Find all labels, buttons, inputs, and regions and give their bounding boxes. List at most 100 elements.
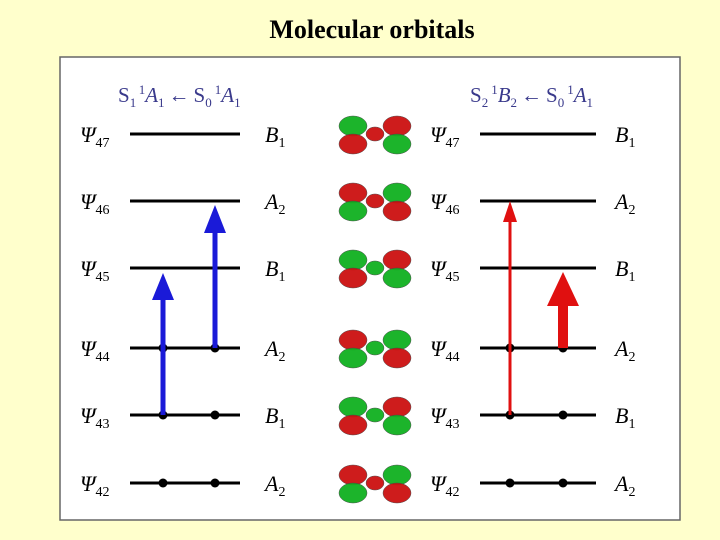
- orbital-lobe: [338, 464, 368, 486]
- symmetry: A: [613, 336, 629, 361]
- symmetry-label: B1: [265, 403, 285, 432]
- psi: Ψ: [430, 189, 448, 214]
- symmetry-label: B1: [615, 122, 635, 151]
- symmetry-label: B1: [265, 122, 285, 151]
- symmetry-index: 1: [278, 417, 285, 432]
- orbital-label: Ψ47: [80, 122, 109, 151]
- orbital-lobe: [338, 482, 368, 504]
- electron: [210, 478, 220, 488]
- orbital-number: 47: [445, 136, 459, 151]
- psi: Ψ: [80, 256, 98, 281]
- symmetry: A: [263, 189, 279, 214]
- symmetry: B: [265, 403, 278, 428]
- symmetry: A: [613, 471, 629, 496]
- symmetry: B: [265, 122, 278, 147]
- orbital-number: 42: [95, 485, 109, 500]
- symmetry-index: 1: [278, 136, 285, 151]
- orbital-number: 45: [445, 270, 459, 285]
- orbital-images: [338, 115, 412, 504]
- orbital-label: Ψ42: [80, 471, 109, 500]
- orbital-lobe: [338, 347, 368, 369]
- orbital-lobe: [338, 329, 368, 351]
- symmetry-label: A2: [263, 336, 285, 365]
- orbital-number: 47: [95, 136, 109, 151]
- symmetry-index: 2: [628, 350, 635, 365]
- orbital-lobe: [338, 115, 368, 137]
- symmetry-label: A2: [613, 471, 635, 500]
- symmetry-label: A2: [263, 189, 285, 218]
- psi: Ψ: [430, 336, 448, 361]
- symmetry-index: 2: [278, 350, 285, 365]
- orbital-lobe: [382, 182, 412, 204]
- orbital-number: 46: [445, 203, 459, 218]
- orbital-number: 45: [95, 270, 109, 285]
- orbital-number: 46: [95, 203, 109, 218]
- symmetry-label: A2: [613, 336, 635, 365]
- orbital-lobe: [365, 340, 385, 356]
- transitions: [152, 201, 579, 415]
- symmetry-index: 2: [278, 485, 285, 500]
- psi: Ψ: [430, 256, 448, 281]
- orbital-lobe: [382, 133, 412, 155]
- orbital-label: Ψ45: [430, 256, 459, 285]
- symmetry-index: 2: [628, 203, 635, 218]
- orbital-label: Ψ47: [430, 122, 459, 151]
- symmetry-index: 1: [628, 270, 635, 285]
- orbital-lobe: [382, 482, 412, 504]
- orbital-number: 44: [445, 350, 459, 365]
- orbital-label: Ψ44: [80, 336, 109, 365]
- left-header: S11A1 ← S01A1: [118, 82, 241, 110]
- psi: Ψ: [430, 122, 448, 147]
- electron: [505, 478, 515, 488]
- arrow-head: [204, 205, 226, 233]
- symmetry: B: [615, 122, 628, 147]
- panel: [59, 56, 681, 521]
- psi: Ψ: [80, 122, 98, 147]
- arrow-head: [547, 272, 579, 306]
- electron: [210, 410, 220, 420]
- psi: Ψ: [80, 189, 98, 214]
- psi: Ψ: [80, 403, 98, 428]
- symmetry-index: 2: [628, 485, 635, 500]
- symmetry: B: [615, 403, 628, 428]
- symmetry-label: B1: [615, 403, 635, 432]
- symmetry-index: 1: [628, 136, 635, 151]
- title: Molecular orbitals: [269, 15, 474, 44]
- orbital-lobe: [365, 126, 385, 142]
- orbital-lobe: [382, 267, 412, 289]
- orbital-lobe: [382, 249, 412, 271]
- psi: Ψ: [430, 403, 448, 428]
- symmetry-index: 1: [628, 417, 635, 432]
- orbital-number: 43: [445, 417, 459, 432]
- symmetry-label: B1: [265, 256, 285, 285]
- symmetry: A: [613, 189, 629, 214]
- symmetry: A: [263, 336, 279, 361]
- orbital-label: Ψ46: [430, 189, 459, 218]
- orbital-lobe: [338, 396, 368, 418]
- orbital-number: 44: [95, 350, 109, 365]
- electron: [558, 410, 568, 420]
- orbital-label: Ψ44: [430, 336, 459, 365]
- orbital-lobe: [338, 182, 368, 204]
- orbital-label: Ψ46: [80, 189, 109, 218]
- symmetry: A: [263, 471, 279, 496]
- orbital-lobe: [365, 475, 385, 491]
- orbital-lobe: [382, 115, 412, 137]
- right-header: S21B2 ← S01A1: [470, 82, 593, 110]
- orbital-lobe: [382, 329, 412, 351]
- symmetry: B: [615, 256, 628, 281]
- orbital-label: Ψ43: [80, 403, 109, 432]
- symmetry-index: 1: [278, 270, 285, 285]
- orbital-lobe: [382, 396, 412, 418]
- orbital-lobe: [338, 414, 368, 436]
- symmetry-label: B1: [615, 256, 635, 285]
- orbital-number: 42: [445, 485, 459, 500]
- orbital-label: Ψ43: [430, 403, 459, 432]
- orbital-lobe: [338, 267, 368, 289]
- orbital-label: Ψ45: [80, 256, 109, 285]
- psi: Ψ: [80, 336, 98, 361]
- electron: [558, 478, 568, 488]
- orbital-lobe: [382, 347, 412, 369]
